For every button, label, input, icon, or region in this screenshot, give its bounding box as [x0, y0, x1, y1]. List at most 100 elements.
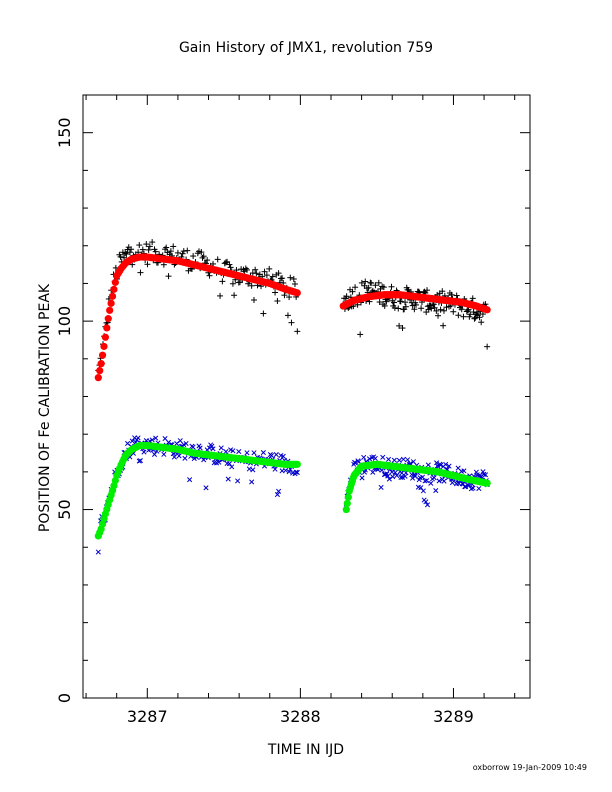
data-point	[419, 474, 426, 480]
data-point	[420, 488, 426, 494]
fit-point	[293, 460, 301, 468]
data-point	[375, 279, 382, 286]
data-point	[230, 448, 236, 454]
data-point	[123, 251, 130, 258]
series-1	[94, 253, 491, 382]
data-point	[481, 471, 487, 477]
fit-point	[344, 493, 352, 501]
data-point	[229, 464, 235, 470]
data-point	[433, 487, 439, 494]
data-point	[476, 314, 483, 321]
data-point	[146, 243, 153, 250]
data-point	[227, 264, 234, 271]
data-point	[441, 478, 447, 484]
data-point	[412, 473, 418, 479]
data-point	[405, 457, 411, 463]
data-point	[366, 456, 373, 462]
data-point	[388, 283, 395, 290]
data-point	[198, 249, 205, 256]
data-point	[137, 458, 144, 464]
data-point	[376, 299, 383, 306]
data-point	[425, 462, 431, 468]
data-point	[253, 270, 260, 277]
data-point	[145, 246, 152, 253]
data-point	[359, 475, 365, 481]
data-point	[149, 239, 156, 246]
data-point	[95, 549, 101, 555]
data-point	[179, 250, 186, 257]
data-point	[467, 311, 474, 318]
data-point	[152, 248, 159, 255]
data-point	[180, 248, 187, 255]
data-point	[440, 322, 447, 329]
data-point	[284, 312, 291, 319]
data-point	[437, 306, 444, 313]
y-axis-label: POSITION OF Fe CALIBRATION PEAK	[37, 283, 53, 532]
data-point	[349, 288, 356, 295]
data-point	[372, 455, 378, 462]
data-point	[176, 453, 182, 459]
data-point	[372, 282, 379, 289]
data-point	[385, 456, 392, 462]
data-point	[448, 291, 455, 298]
data-point	[391, 457, 397, 463]
data-point	[209, 443, 215, 449]
data-point	[163, 244, 170, 251]
data-point	[464, 307, 471, 314]
data-point	[177, 438, 183, 444]
data-point	[378, 484, 384, 490]
data-point	[187, 477, 193, 483]
data-point	[411, 306, 418, 313]
data-point	[436, 478, 442, 484]
data-point	[291, 280, 298, 287]
data-point	[122, 250, 129, 257]
data-point	[226, 461, 232, 467]
data-point	[126, 249, 133, 256]
data-point	[274, 492, 280, 498]
data-point	[250, 467, 256, 473]
data-marks	[94, 239, 491, 555]
data-point	[390, 474, 396, 480]
data-point	[482, 472, 489, 478]
data-point	[266, 265, 273, 272]
data-point	[263, 272, 270, 279]
series-3	[94, 441, 491, 540]
data-point	[455, 312, 462, 319]
data-point	[153, 435, 159, 441]
data-point	[273, 452, 279, 458]
data-point	[449, 480, 455, 486]
data-point	[418, 305, 425, 312]
data-point	[206, 272, 213, 279]
data-point	[402, 299, 409, 306]
data-point	[167, 248, 174, 255]
y-tick-label: 100	[55, 306, 74, 337]
data-point	[427, 302, 434, 309]
data-point	[434, 460, 440, 466]
fit-point	[96, 367, 104, 375]
data-point	[424, 478, 430, 484]
data-point	[151, 451, 158, 458]
data-point	[121, 254, 128, 261]
data-point	[471, 315, 478, 322]
data-point	[269, 273, 276, 280]
data-point	[343, 293, 350, 300]
y-tick-label: 50	[55, 499, 74, 519]
data-point	[165, 273, 172, 280]
data-point	[229, 280, 236, 287]
data-point	[399, 325, 406, 332]
data-point	[425, 306, 432, 313]
data-point	[400, 456, 407, 462]
axes: 0 50 100 150 3287 3288 3289	[55, 94, 530, 726]
data-point	[286, 469, 292, 475]
data-point	[143, 241, 150, 248]
data-point	[144, 261, 151, 268]
data-point	[391, 304, 398, 311]
data-point	[249, 479, 255, 485]
fit-point	[343, 499, 351, 507]
fit-point	[107, 299, 115, 307]
data-point	[484, 343, 491, 350]
y-tick-label: 0	[55, 693, 74, 703]
data-point	[398, 474, 404, 481]
fit-point	[97, 360, 105, 368]
